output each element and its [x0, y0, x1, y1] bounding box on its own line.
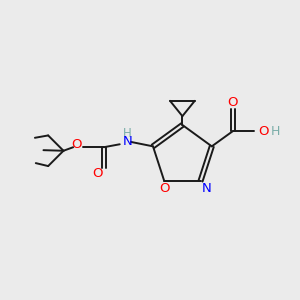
Text: N: N: [202, 182, 211, 195]
Text: N: N: [122, 135, 132, 148]
Text: H: H: [270, 124, 280, 137]
Text: O: O: [71, 138, 81, 152]
Text: O: O: [258, 124, 269, 137]
Text: H: H: [123, 128, 132, 140]
Text: O: O: [159, 182, 169, 195]
Text: O: O: [92, 167, 103, 180]
Text: O: O: [228, 96, 238, 109]
